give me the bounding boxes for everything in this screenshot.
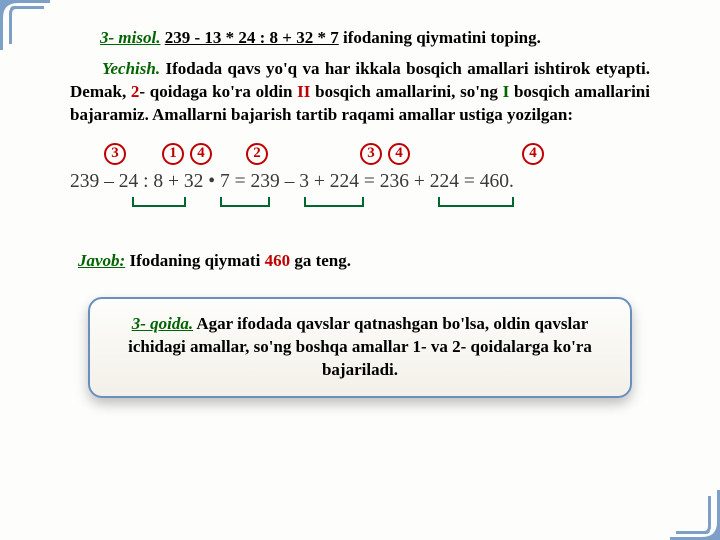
step-circle: 4 <box>388 143 410 165</box>
corner-ornament-top-left <box>0 0 50 50</box>
rule-title: 3- qoida. <box>132 314 193 333</box>
solution-text: Yechish. Ifodada qavs yo'q va har ikkala… <box>70 58 650 127</box>
answer-label: Javob: <box>78 251 125 270</box>
group-bracket <box>304 197 364 207</box>
equation-text: 239 – 24 : 8 + 32 • 7 = 239 – 3 + 224 = … <box>70 171 514 193</box>
rule-text: Agar ifodada qavslar qatnashgan bo'lsa, … <box>128 314 592 379</box>
answer-line: Javob: Ifodaning qiymati 460 ga teng. <box>78 251 650 271</box>
step-circle: 3 <box>360 143 382 165</box>
step-circle: 1 <box>162 143 184 165</box>
problem-tail: ifodaning qiymatini toping. <box>343 28 541 47</box>
group-bracket <box>220 197 270 207</box>
problem-statement: 3- misol. 239 - 13 * 24 : 8 + 32 * 7 ifo… <box>70 28 650 48</box>
group-bracket <box>438 197 514 207</box>
rule-box: 3- qoida. Agar ifodada qavslar qatnashga… <box>88 297 632 398</box>
step-circle: 3 <box>104 143 126 165</box>
answer-value: 460 <box>265 251 291 270</box>
page-content: 3- misol. 239 - 13 * 24 : 8 + 32 * 7 ifo… <box>0 0 720 418</box>
corner-ornament-bottom-right <box>670 490 720 540</box>
group-bracket <box>132 197 186 207</box>
solution-label: Yechish. <box>102 59 160 78</box>
step-circle: 2 <box>246 143 268 165</box>
problem-label: 3- misol. <box>100 28 160 47</box>
step-circle: 4 <box>190 143 212 165</box>
step-circle: 4 <box>522 143 544 165</box>
problem-expression: 239 - 13 * 24 : 8 + 32 * 7 <box>165 28 339 47</box>
equation-diagram: 239 – 24 : 8 + 32 • 7 = 239 – 3 + 224 = … <box>70 141 650 231</box>
